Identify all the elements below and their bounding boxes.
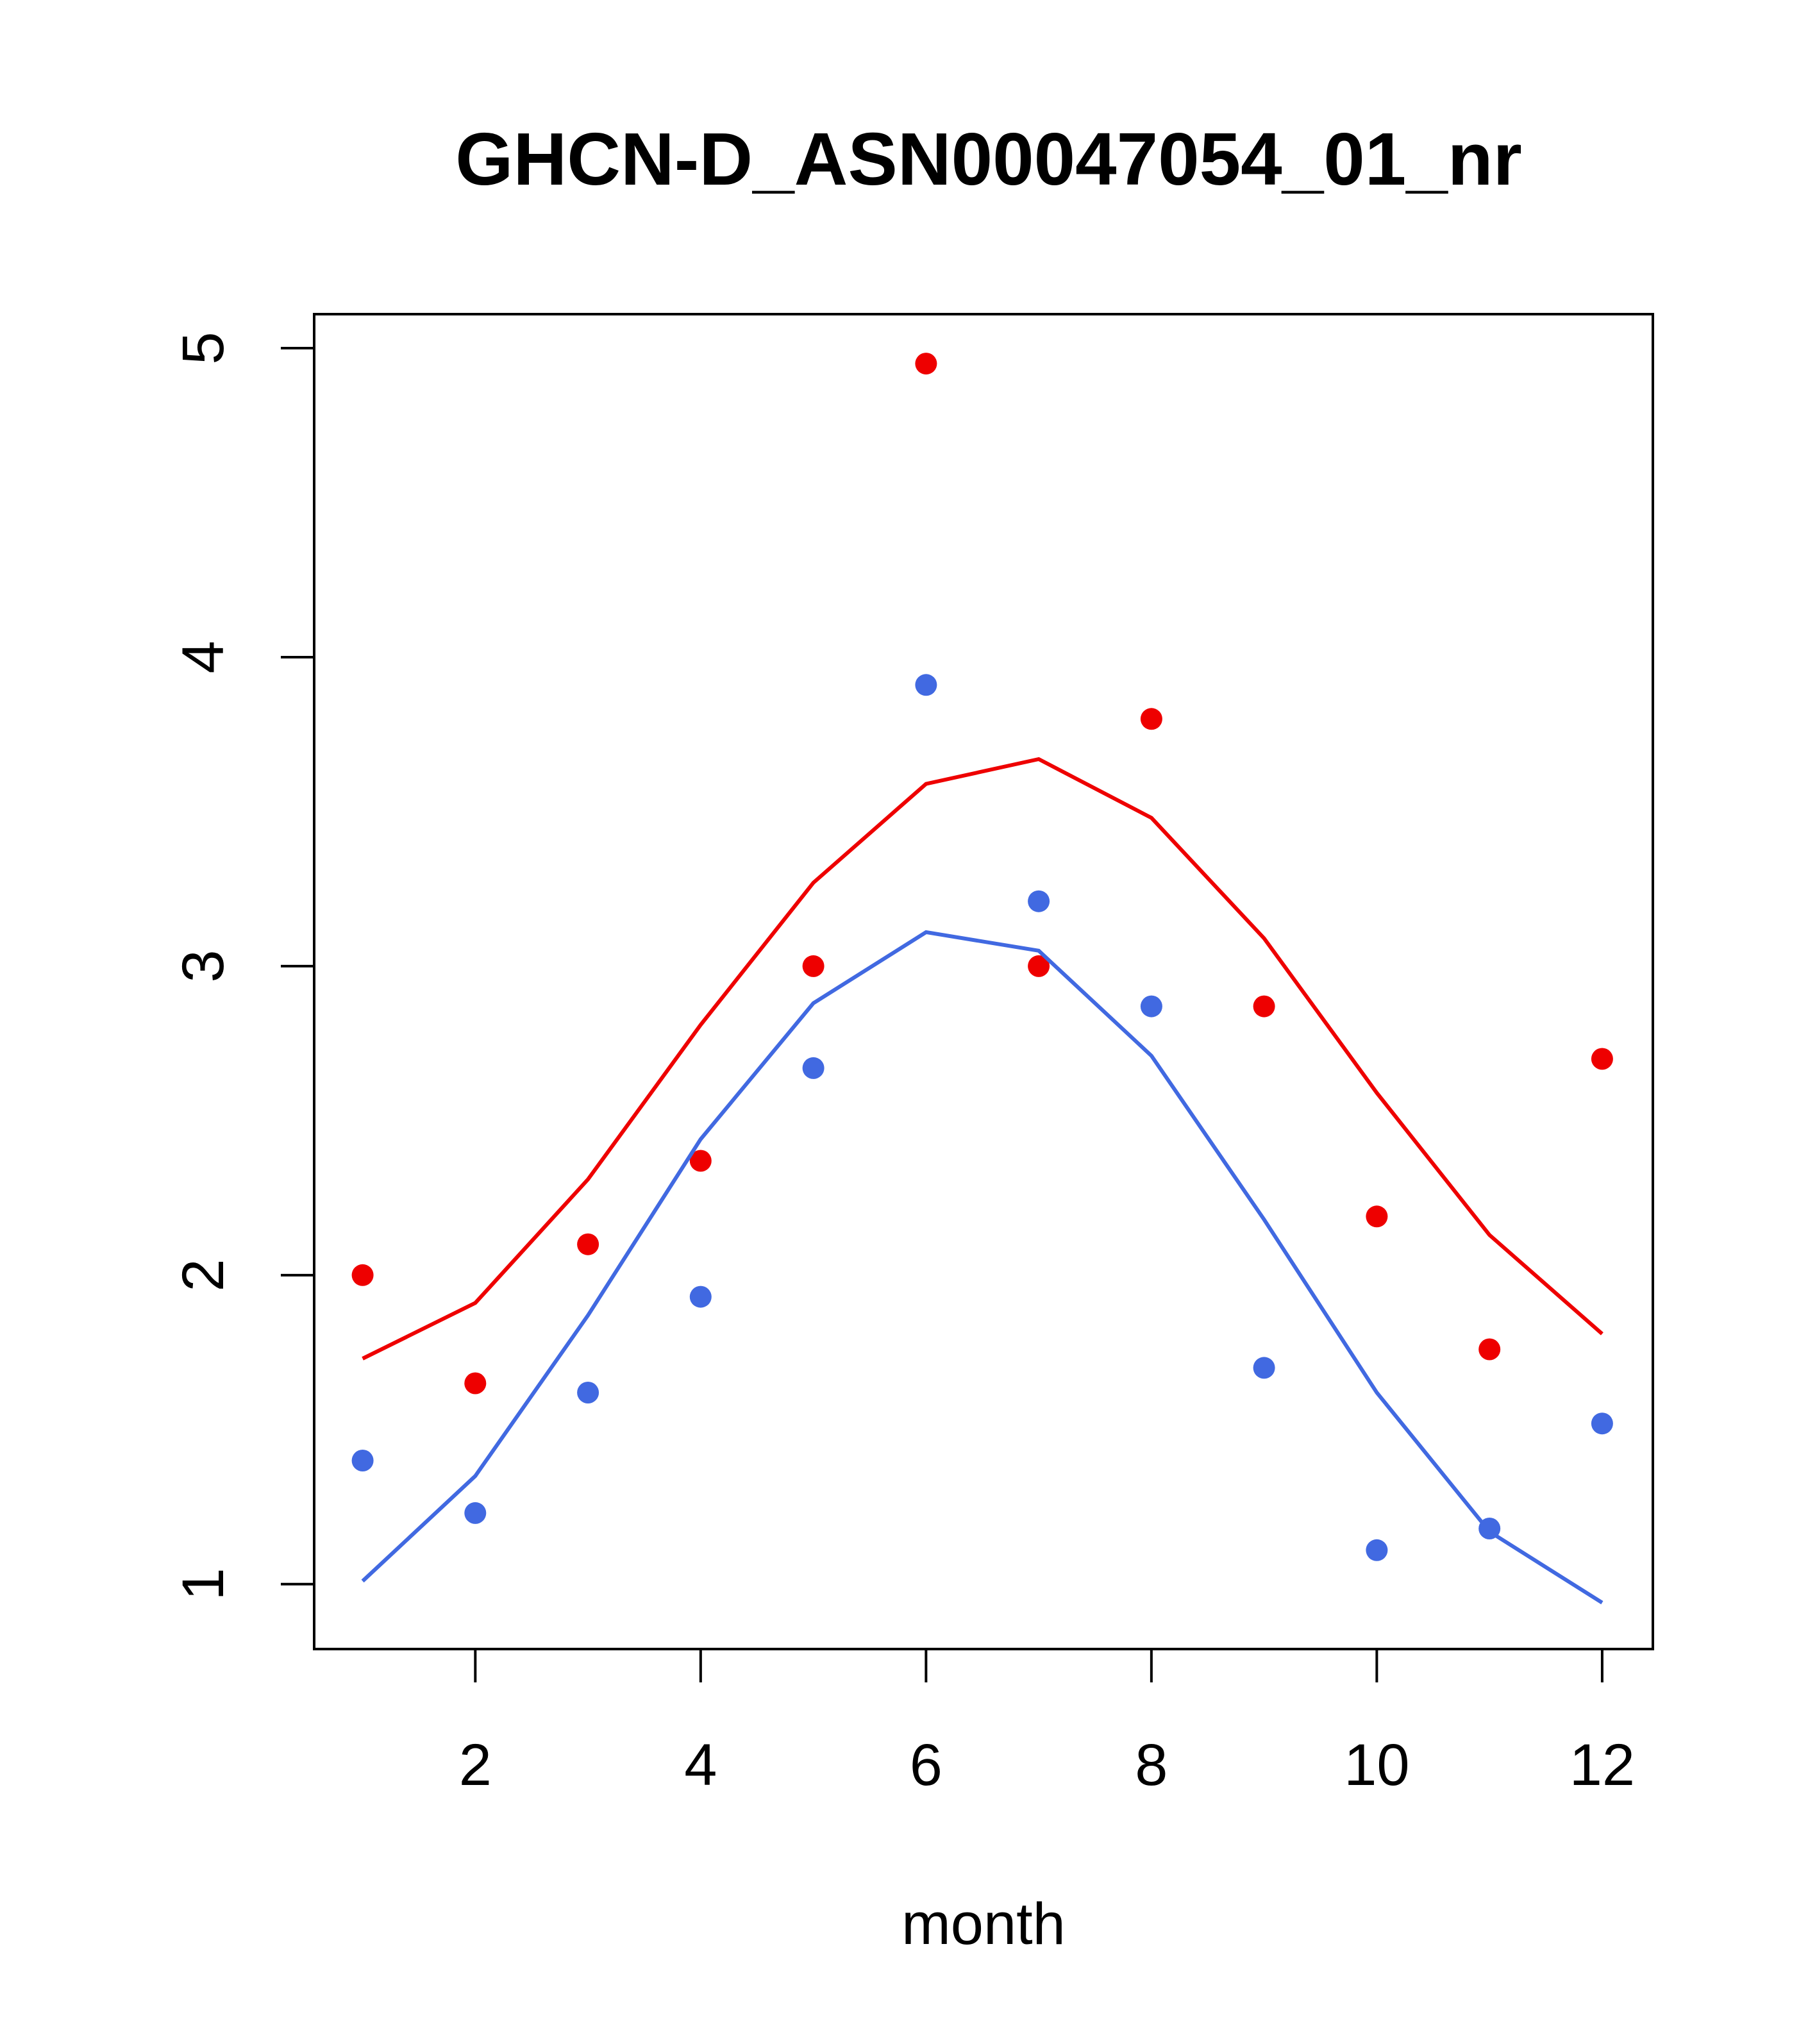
x-tick-label: 12 — [1570, 1732, 1635, 1798]
series-2-point — [1253, 1357, 1275, 1379]
series-2-point — [1591, 1412, 1613, 1435]
series-2-point — [351, 1450, 374, 1471]
series-2-line — [361, 930, 1603, 1605]
series-2-point — [915, 674, 937, 696]
series-layer — [351, 353, 1613, 1605]
series-1-point — [1140, 708, 1162, 730]
series-2-point — [1140, 995, 1162, 1018]
series-1-point — [1366, 1205, 1388, 1228]
x-tick-label: 4 — [684, 1732, 717, 1798]
series-2-point — [802, 1057, 825, 1079]
series-1-point — [915, 353, 937, 375]
series-1-point — [1253, 995, 1275, 1018]
x-tick-label: 2 — [459, 1732, 492, 1798]
x-tick-label: 8 — [1135, 1732, 1168, 1798]
x-axis-label: month — [901, 1891, 1066, 1957]
series-1-point — [802, 955, 825, 977]
x-tick-label: 6 — [910, 1732, 942, 1798]
series-2-point — [577, 1382, 599, 1403]
x-axis: 2 4 6 8 10 12 — [459, 1649, 1635, 1798]
series-1-point — [464, 1372, 487, 1395]
series-1-point — [1591, 1048, 1613, 1070]
y-tick-label: 5 — [171, 331, 236, 364]
series-2-point — [689, 1286, 712, 1308]
chart-title: GHCN-D_ASN00047054_01_nr — [455, 117, 1522, 201]
y-axis: 1 2 3 4 5 — [171, 331, 314, 1600]
series-1-point — [351, 1264, 374, 1286]
series-1-line — [362, 757, 1603, 1361]
series-2-point — [1366, 1539, 1388, 1561]
series-1-point — [1028, 955, 1050, 977]
series-1-point — [689, 1150, 712, 1172]
y-tick-label: 1 — [171, 1568, 236, 1600]
y-tick-label: 3 — [171, 950, 236, 982]
y-tick-label: 2 — [171, 1259, 236, 1291]
series-2-point — [464, 1502, 487, 1524]
series-2-point — [1478, 1518, 1501, 1539]
plot-frame — [313, 313, 1654, 1650]
series-1-point — [1478, 1338, 1501, 1361]
series-1-point — [577, 1233, 599, 1255]
series-2-point — [1028, 890, 1050, 912]
x-tick-label: 10 — [1344, 1732, 1409, 1798]
y-tick-label: 4 — [171, 641, 236, 673]
